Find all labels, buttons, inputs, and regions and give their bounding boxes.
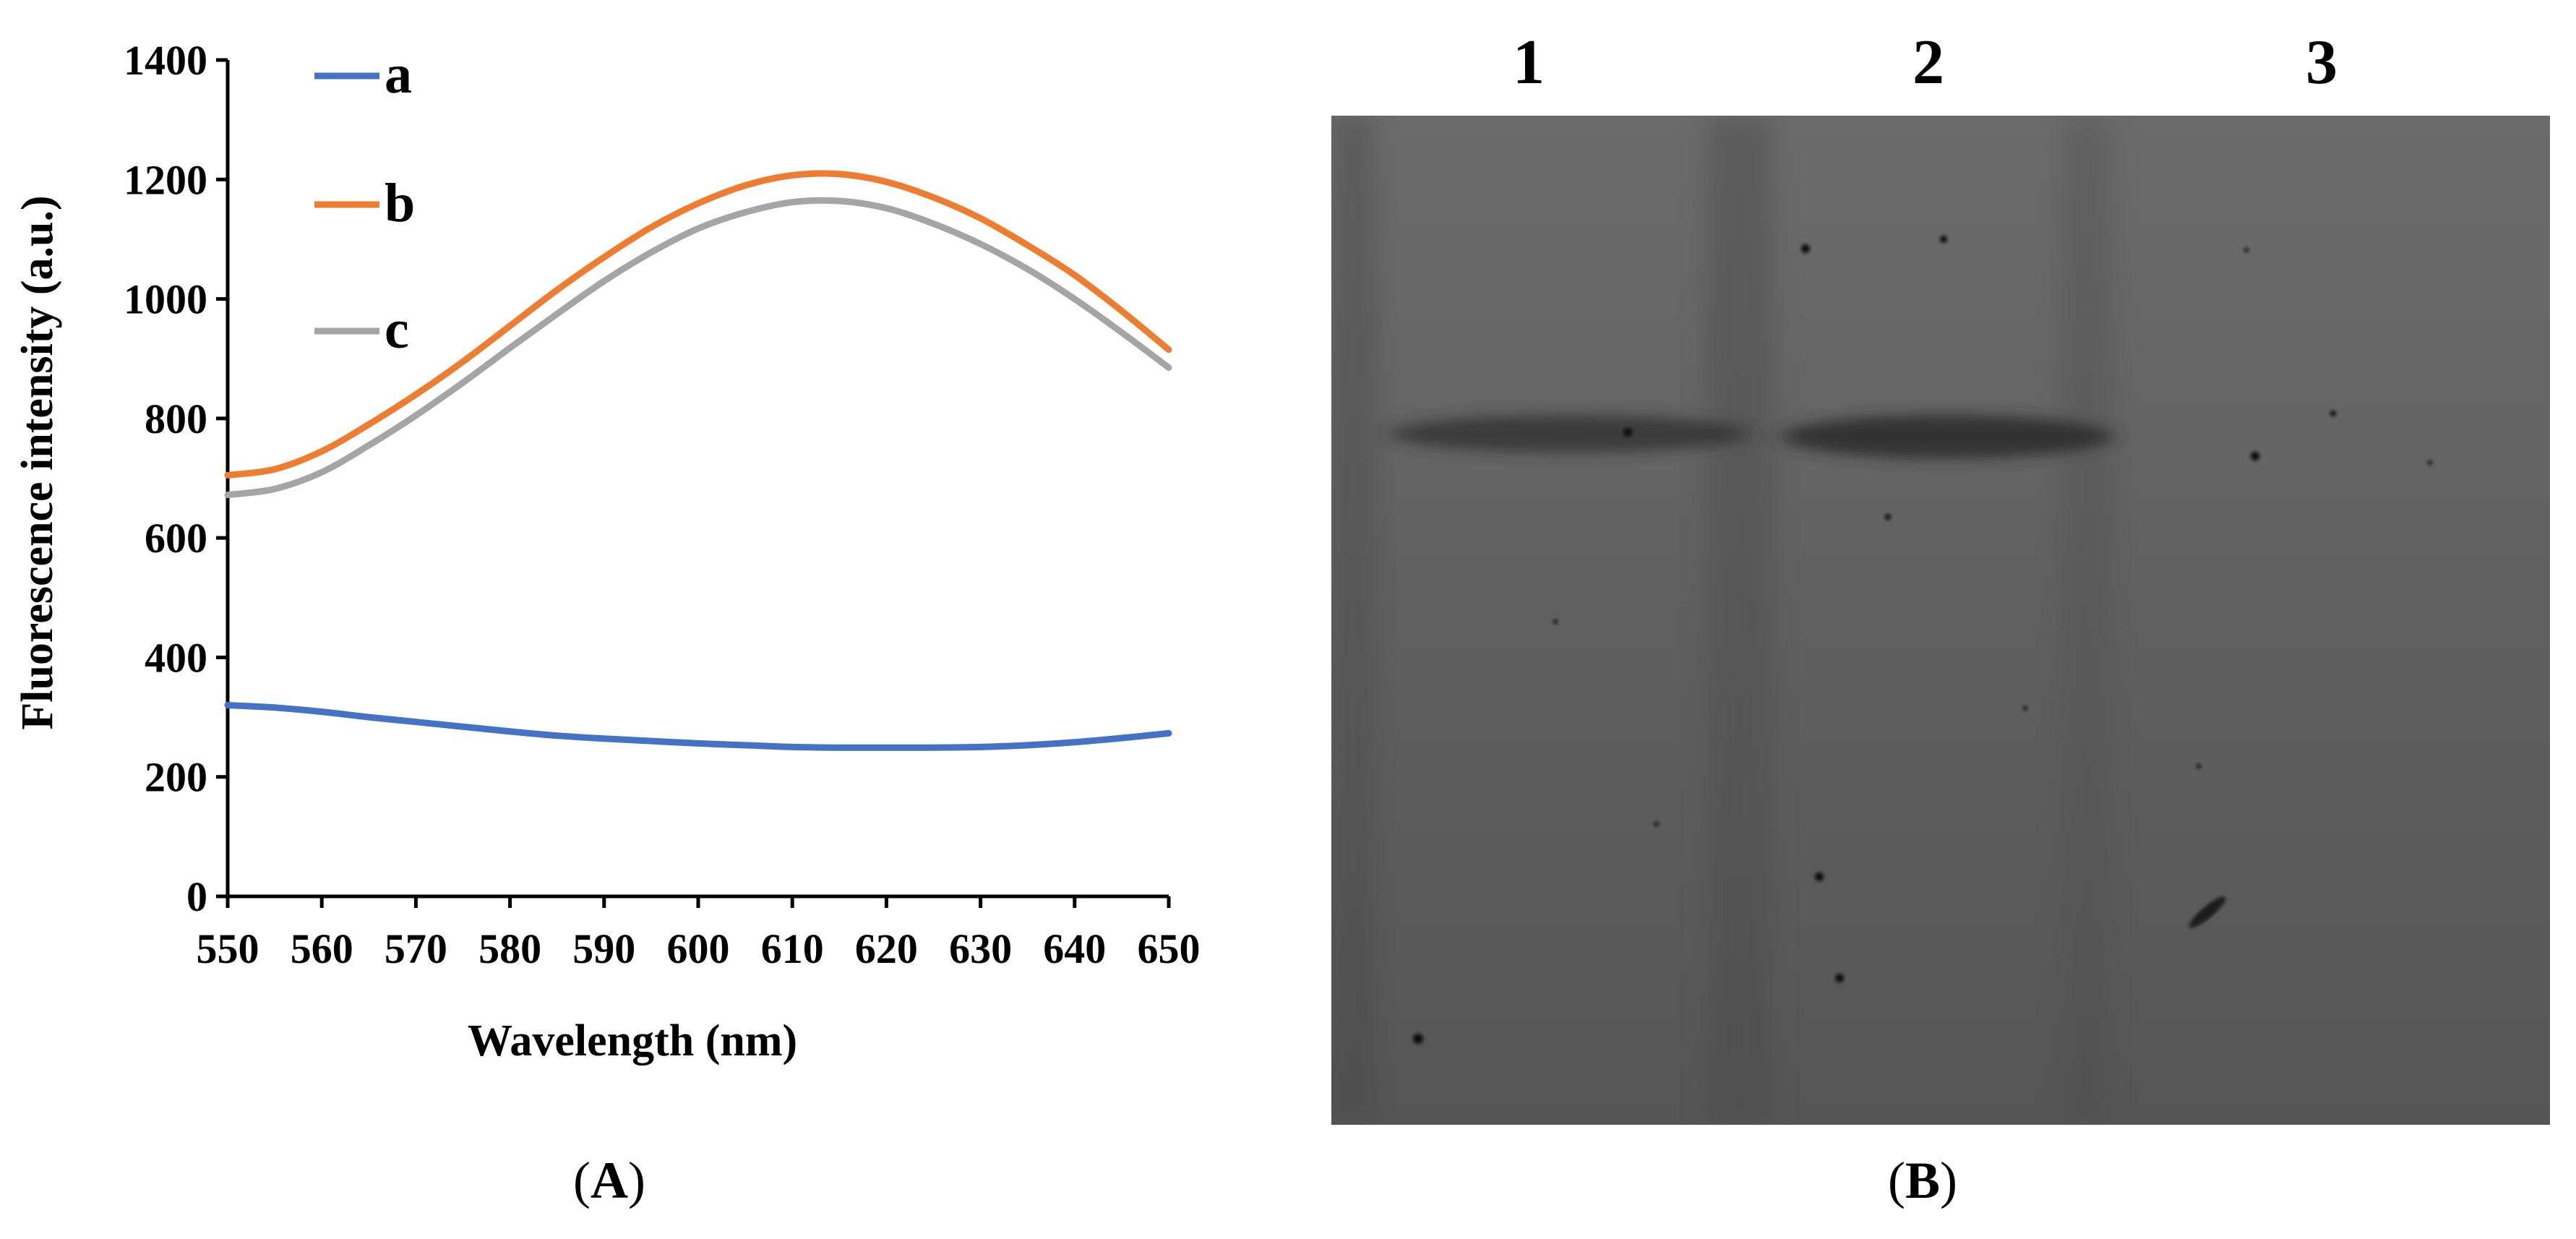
x-tick-label: 630 [949, 925, 1012, 972]
gel-image [1331, 116, 2550, 1125]
x-tick-label: 550 [197, 925, 259, 972]
gel-lane-label-3: 3 [2306, 27, 2337, 98]
chart-legend: a b c [314, 44, 415, 360]
gel-background [1331, 116, 2550, 1125]
y-tick-label: 0 [186, 873, 207, 920]
gel-band-lane-1 [1389, 415, 1751, 453]
chart-axes [226, 60, 1169, 899]
gel-lane-gap-left [1707, 116, 1772, 1125]
series-line-c [224, 197, 1172, 499]
gel-specks [1413, 236, 2432, 1044]
x-tick-label: 590 [572, 925, 635, 972]
x-tick-label: 650 [1138, 925, 1201, 972]
gel-lane-gap-right [2061, 116, 2112, 1125]
y-tick-label: 1400 [124, 37, 207, 84]
chart-series [224, 170, 1172, 751]
x-tick-label: 600 [667, 925, 730, 972]
x-tick-label: 640 [1043, 925, 1106, 972]
panel-label-a-text: A [591, 1152, 628, 1209]
y-tick-label: 200 [145, 754, 207, 801]
x-tick-label: 620 [855, 925, 918, 972]
y-tick-label: 1200 [124, 156, 207, 203]
gel-streak [2189, 896, 2226, 928]
x-tick-label: 560 [291, 925, 353, 972]
gel-lane-label-1: 1 [1513, 27, 1545, 98]
panel-label-a: (A) [573, 1152, 645, 1209]
gel-lane-label-2: 2 [1912, 27, 1944, 98]
legend-label-a: a [385, 44, 412, 105]
chart-ticks: 0 200 400 600 800 1000 1200 1400 550 560 570 580 590… [124, 37, 1201, 972]
gel-lane-edge-left [1331, 116, 1375, 1125]
y-tick-label: 800 [145, 395, 207, 442]
y-tick-label: 1000 [124, 276, 207, 323]
fluorescence-chart: 0 200 400 600 800 1000 1200 1400 550 560 570 580 590… [13, 37, 1201, 1066]
series-line-a [224, 702, 1172, 751]
series-line-b [224, 170, 1172, 479]
panel-label-b-text: B [1905, 1152, 1941, 1209]
x-axis-title: Wavelength (nm) [468, 1016, 797, 1066]
panel-label-b: (B) [1888, 1152, 1957, 1209]
legend-label-c: c [385, 299, 409, 360]
x-tick-label: 610 [761, 925, 824, 972]
legend-label-b: b [385, 173, 415, 233]
x-tick-label: 580 [478, 925, 541, 972]
y-tick-label: 600 [145, 515, 207, 562]
gel-band-lane-2 [1781, 415, 2113, 458]
y-tick-label: 400 [145, 634, 207, 681]
y-axis-title: Fluorescence intensity (a.u.) [13, 195, 62, 729]
x-tick-label: 570 [385, 925, 447, 972]
